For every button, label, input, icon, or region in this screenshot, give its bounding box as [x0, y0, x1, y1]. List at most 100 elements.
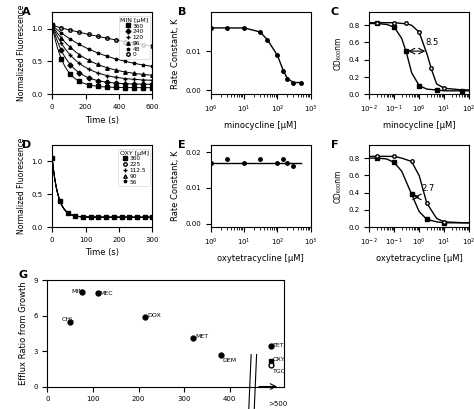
360: [122, 85, 128, 90]
56: [142, 215, 147, 220]
56: [127, 215, 132, 220]
Y-axis label: Rate Constant, K: Rate Constant, K: [171, 18, 180, 88]
Line: 112.5: 112.5: [50, 157, 154, 219]
Y-axis label: Normalized Fluorescence: Normalized Fluorescence: [17, 138, 26, 234]
Text: F: F: [331, 140, 338, 150]
120: [150, 78, 155, 83]
120: [131, 77, 137, 82]
96: [67, 45, 73, 50]
90: [150, 215, 155, 220]
240: [49, 23, 55, 28]
Text: G: G: [19, 270, 28, 279]
Line: 225: 225: [50, 157, 154, 219]
225: [57, 198, 63, 203]
240: [67, 62, 73, 67]
56: [111, 215, 117, 220]
96: [95, 62, 100, 67]
90: [49, 156, 55, 161]
X-axis label: $\rm EC50_{efflux}$: $\rm EC50_{efflux}$: [146, 408, 186, 409]
90: [118, 215, 124, 220]
Text: TGC: TGC: [273, 369, 286, 374]
360: [96, 215, 101, 220]
56: [57, 198, 63, 203]
90: [73, 213, 78, 218]
X-axis label: oxytetracycline [μM]: oxytetracycline [μM]: [376, 254, 463, 263]
Legend: 360, 225, 112.5, 90, 56: 360, 225, 112.5, 90, 56: [118, 149, 151, 186]
Text: MEC: MEC: [100, 291, 113, 296]
120: [104, 73, 109, 78]
Line: 90: 90: [50, 157, 154, 219]
225: [80, 214, 86, 219]
90: [127, 215, 132, 220]
240: [77, 70, 82, 75]
96: [104, 65, 109, 70]
112.5: [127, 215, 132, 220]
112.5: [150, 215, 155, 220]
225: [73, 213, 78, 218]
56: [118, 215, 124, 220]
240: [86, 75, 91, 80]
56: [49, 156, 55, 161]
48: [113, 56, 119, 61]
56: [134, 215, 140, 220]
Text: CHL: CHL: [62, 317, 74, 322]
96: [58, 36, 64, 40]
112.5: [142, 215, 147, 220]
48: [58, 30, 64, 35]
360: [86, 82, 91, 87]
90: [111, 215, 117, 220]
120: [95, 70, 100, 75]
X-axis label: Time (s): Time (s): [85, 248, 119, 257]
48: [67, 37, 73, 42]
360: [140, 85, 146, 90]
112.5: [57, 198, 63, 203]
0: [95, 34, 100, 39]
240: [95, 78, 100, 83]
0: [131, 41, 137, 46]
112.5: [49, 156, 55, 161]
112.5: [80, 214, 86, 219]
Y-axis label: Efflux Ratio from Growth: Efflux Ratio from Growth: [18, 281, 27, 385]
48: [150, 64, 155, 69]
90: [103, 215, 109, 220]
360: [104, 85, 109, 90]
120: [122, 76, 128, 81]
Text: 2.7: 2.7: [421, 184, 434, 193]
120: [49, 23, 55, 28]
225: [127, 215, 132, 220]
112.5: [118, 215, 124, 220]
X-axis label: minocycline [μM]: minocycline [μM]: [225, 121, 297, 130]
56: [65, 210, 71, 215]
96: [122, 70, 128, 74]
360: [57, 198, 63, 203]
90: [96, 215, 101, 220]
225: [118, 215, 124, 220]
360: [134, 215, 140, 220]
Y-axis label: Rate Constant, K: Rate Constant, K: [171, 151, 180, 221]
96: [113, 67, 119, 72]
360: [131, 85, 137, 90]
225: [134, 215, 140, 220]
360: [49, 156, 55, 161]
X-axis label: Time (s): Time (s): [85, 115, 119, 125]
0: [113, 38, 119, 43]
112.5: [103, 215, 109, 220]
56: [96, 215, 101, 220]
120: [58, 40, 64, 45]
Text: OXY: OXY: [273, 357, 286, 362]
Text: MIN: MIN: [72, 290, 83, 294]
112.5: [96, 215, 101, 220]
Line: 240: 240: [50, 24, 154, 86]
112.5: [65, 210, 71, 215]
48: [140, 63, 146, 67]
Y-axis label: OD₆₀₀nm: OD₆₀₀nm: [334, 36, 342, 70]
225: [150, 215, 155, 220]
120: [113, 75, 119, 80]
Line: 56: 56: [50, 157, 154, 219]
360: [111, 215, 117, 220]
90: [88, 215, 93, 220]
360: [73, 213, 78, 218]
360: [150, 85, 155, 90]
X-axis label: oxytetracycline [μM]: oxytetracycline [μM]: [217, 254, 304, 263]
Text: >500: >500: [268, 401, 287, 407]
